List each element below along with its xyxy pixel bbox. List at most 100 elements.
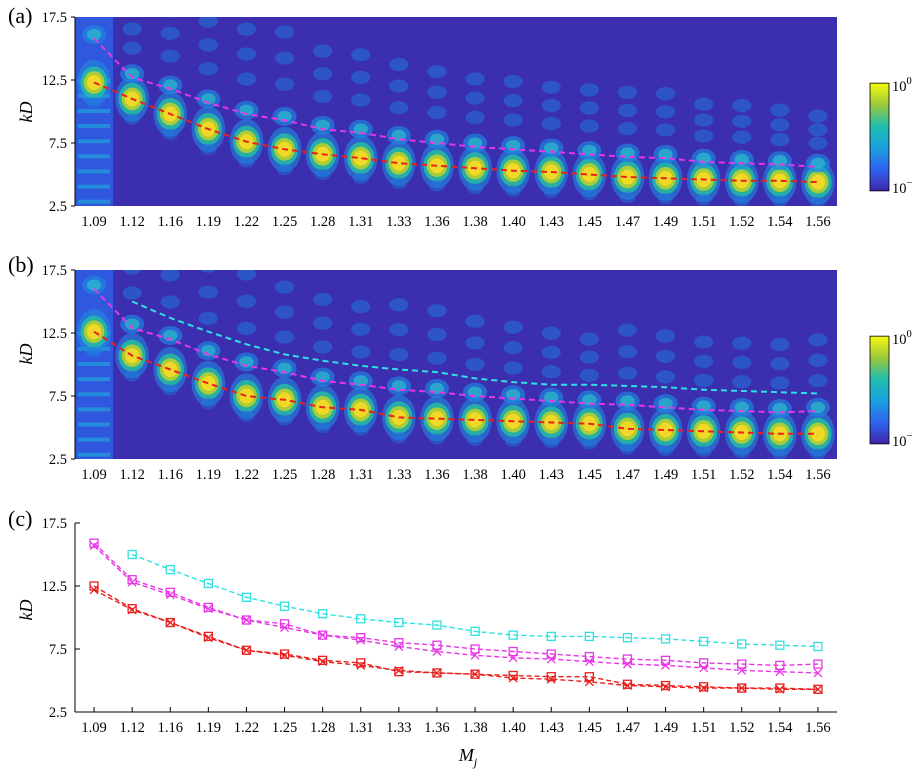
heatmap-blob [198,311,218,325]
heatmap-blob [541,98,561,113]
heatmap-blob [503,113,523,127]
heatmap-blob [503,320,523,334]
data-point-square [737,639,747,649]
panel-a-label: (a) [8,3,32,28]
heatmap-stripe [78,377,111,382]
y-tick-label: 2.5 [49,199,67,215]
x-tick-label: 1.49 [653,214,678,230]
heatmap-blob [772,173,788,189]
heatmap-blob [314,168,331,181]
heatmap-blob [427,105,447,120]
heatmap-blob [160,295,180,309]
x-tick-label: 1.40 [500,214,525,230]
heatmap-blob [544,142,559,154]
heatmap-blob [541,365,561,379]
x-tick-label: 1.25 [272,467,297,483]
data-point-square [584,651,594,662]
heatmap-blob [581,438,598,450]
heatmap-stripe [78,452,111,457]
heatmap-blob [541,326,561,340]
x-tick-label: 1.28 [310,214,335,230]
data-point-x [813,668,823,678]
panel-c-ylabel: kD [16,600,36,621]
x-tick-label: 1.40 [500,720,525,736]
data-point-square [699,658,709,668]
heatmap-blob [657,192,674,205]
series-line-1 [93,288,819,414]
heatmap-stripe [78,392,111,397]
heatmap-blob [122,286,142,300]
x-tick-label: 1.54 [767,214,793,230]
heatmap-blob [427,304,447,318]
data-point-square [432,640,442,650]
heatmap-blob [770,357,790,371]
data-point-square [356,658,366,668]
data-point-x [89,541,99,551]
data-point-x [699,663,709,673]
x-tick-label: 1.22 [234,214,259,230]
heatmap-blob [352,172,369,184]
data-point-x [241,615,251,625]
heatmap-blob [124,370,141,382]
data-point-square [317,655,328,665]
x-tick-label: 1.56 [805,720,830,736]
heatmap-blob [123,270,142,275]
heatmap-blob [236,47,257,61]
heatmap-blob [276,163,293,176]
heatmap-blob [732,98,752,113]
data-point-square [546,631,556,642]
panel-a-ylabel: kD [16,102,36,123]
heatmap-blob [772,154,788,167]
heatmap-blob [162,128,179,140]
data-point-square [813,659,823,669]
x-tick-label: 1.31 [348,467,373,483]
heatmap-blob [313,44,333,58]
heatmap-blob [389,100,409,115]
heatmap-blob [274,25,295,39]
heatmap-blob [732,355,752,370]
x-tick-label: 1.51 [691,467,716,483]
heatmap-blob [541,116,561,131]
data-point-square [508,670,518,681]
series-line-1 [93,585,819,690]
data-point-square [813,684,823,694]
heatmap-blob [200,143,217,155]
heatmap-blob [732,114,752,128]
x-tick-label: 1.36 [424,214,449,230]
x-tick-label: 1.52 [729,720,754,736]
heatmap-blob [617,103,638,118]
data-point-square [203,631,214,642]
heatmap-blob [353,375,368,387]
heatmap-blob [467,412,483,428]
heatmap-stripe [78,169,111,174]
heatmap-blob [770,376,790,390]
heatmap-blob [427,85,447,99]
heatmap-blob [467,182,484,195]
x-tick-label: 1.19 [196,467,221,483]
data-point-square [89,538,99,548]
heatmap-blob [619,443,636,455]
x-tick-label: 1.36 [424,720,449,736]
heatmap-blob [655,86,676,101]
x-tick-label: 1.12 [119,214,144,230]
heatmap-stripe [78,437,111,442]
heatmap-blob [655,123,676,137]
heatmap-blob [582,166,597,183]
heatmap-blob [694,335,714,349]
heatmap-stripe [78,407,111,412]
heatmap-blob [201,375,216,391]
panel-a: 2.5 7.5 12.5 17.5 1.09 1.12 1.16 1.19 1.22 1.25 1.… [42,10,913,230]
heatmap-blob [465,110,485,125]
heatmap-blob [427,65,447,79]
heatmap-blob [732,375,752,389]
heatmap-blob [160,49,180,63]
heatmap-blob [770,132,790,147]
heatmap-blob [351,70,371,85]
data-point-x [622,659,632,669]
heatmap-blob [124,318,140,330]
heatmap-blob [351,93,371,107]
heatmap-blob [733,447,750,459]
series-line-4 [131,553,819,648]
y-tick-label: 2.5 [49,452,67,468]
data-point-square [127,604,137,614]
